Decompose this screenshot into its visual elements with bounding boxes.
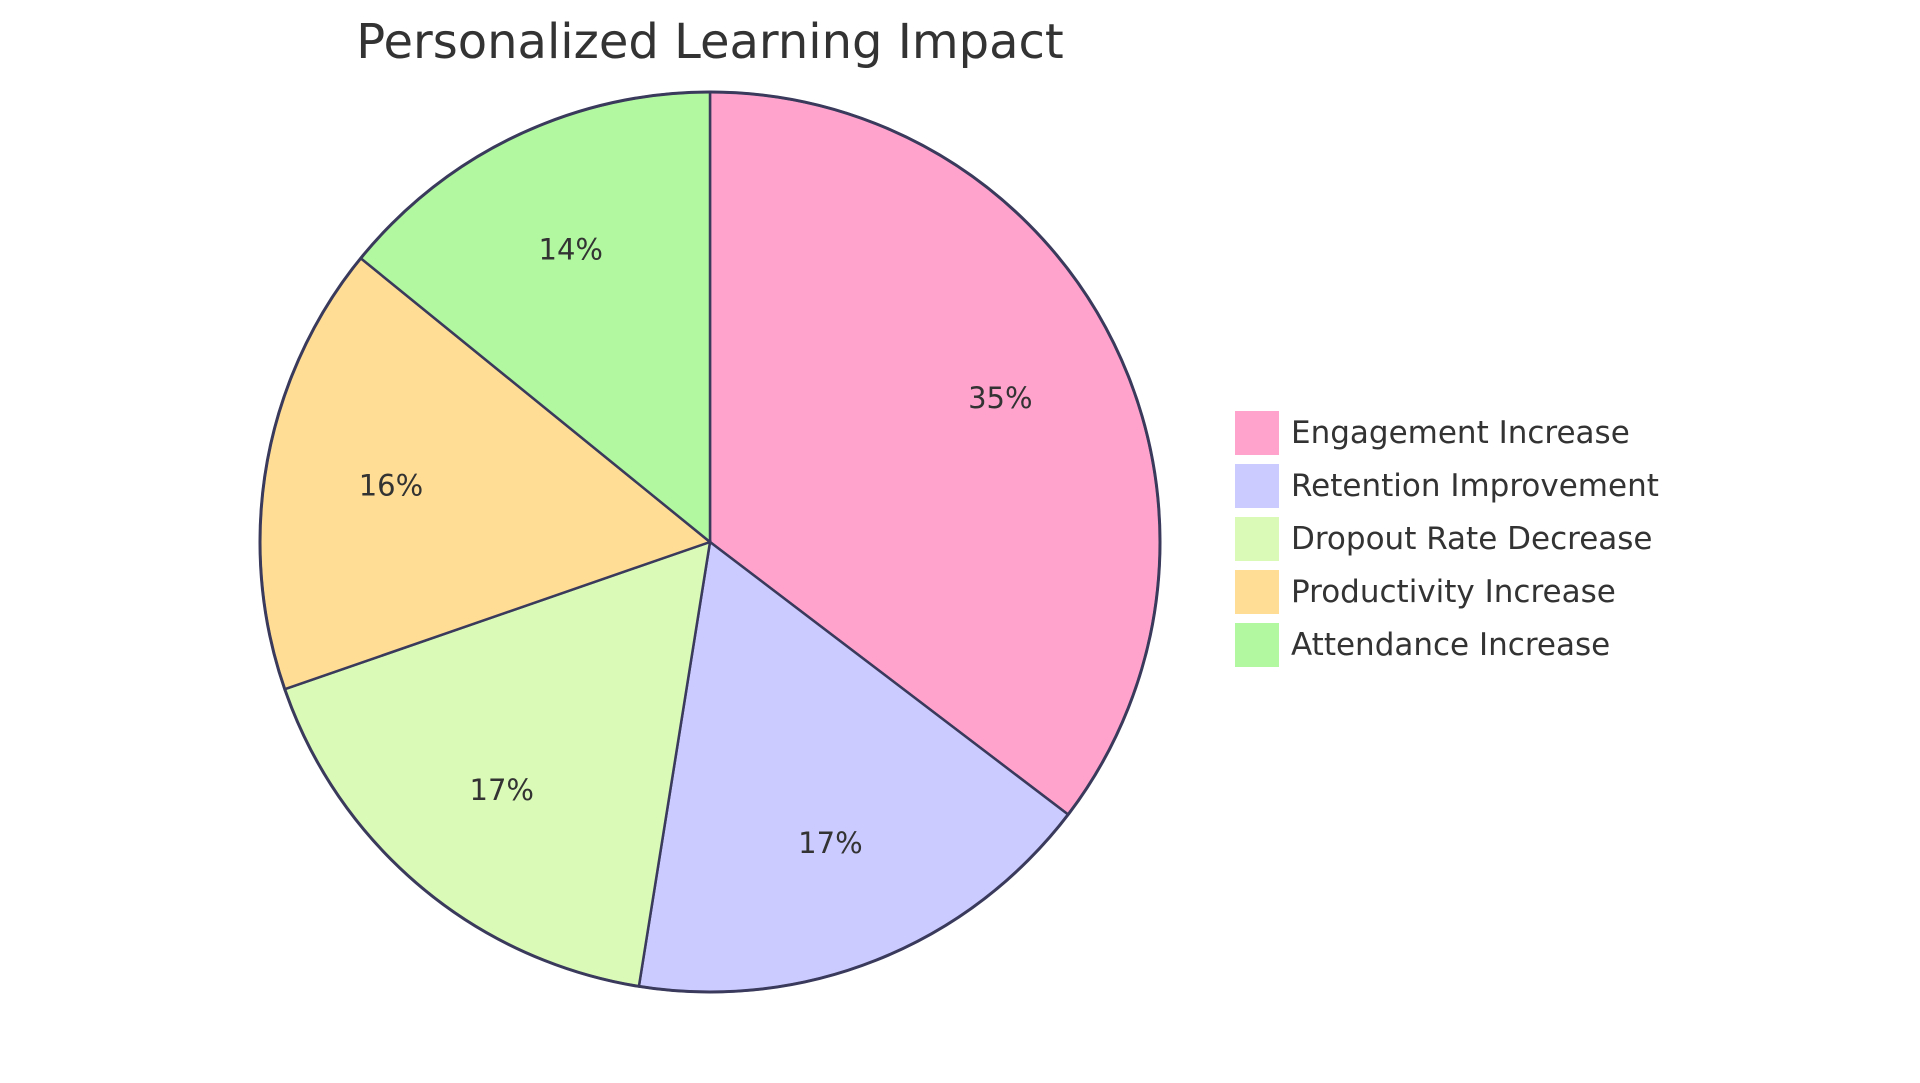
slice-label-retention-improvement: 17% (798, 826, 862, 860)
legend-item-engagement-increase: Engagement Increase (1235, 411, 1630, 455)
legend-label-dropout-rate-decrease: Dropout Rate Decrease (1291, 521, 1652, 557)
legend-item-attendance-increase: Attendance Increase (1235, 623, 1610, 667)
slice-label-productivity-increase: 16% (359, 469, 423, 503)
legend-swatch-attendance-increase (1235, 623, 1279, 667)
legend-swatch-productivity-increase (1235, 570, 1279, 614)
slice-label-attendance-increase: 14% (539, 232, 603, 266)
legend-item-retention-improvement: Retention Improvement (1235, 464, 1659, 508)
slice-label-engagement-increase: 35% (968, 381, 1032, 415)
legend-label-attendance-increase: Attendance Increase (1291, 627, 1610, 663)
legend-item-productivity-increase: Productivity Increase (1235, 570, 1616, 614)
pie-slices (258, 90, 1162, 994)
pie-slice-labels: 35% 17% 17% 16% 14% (359, 232, 1033, 859)
pie-outline (258, 90, 1162, 994)
legend: Engagement Increase Retention Improvement… (1235, 411, 1659, 667)
legend-label-engagement-increase: Engagement Increase (1291, 415, 1630, 451)
legend-swatch-engagement-increase (1235, 411, 1279, 455)
legend-item-dropout-rate-decrease: Dropout Rate Decrease (1235, 517, 1652, 561)
chart-title: Personalized Learning Impact (356, 14, 1063, 70)
legend-label-productivity-increase: Productivity Increase (1291, 574, 1616, 610)
legend-swatch-retention-improvement (1235, 464, 1279, 508)
legend-swatch-dropout-rate-decrease (1235, 517, 1279, 561)
slice-label-dropout-rate-decrease: 17% (470, 773, 534, 807)
legend-label-retention-improvement: Retention Improvement (1291, 468, 1659, 504)
